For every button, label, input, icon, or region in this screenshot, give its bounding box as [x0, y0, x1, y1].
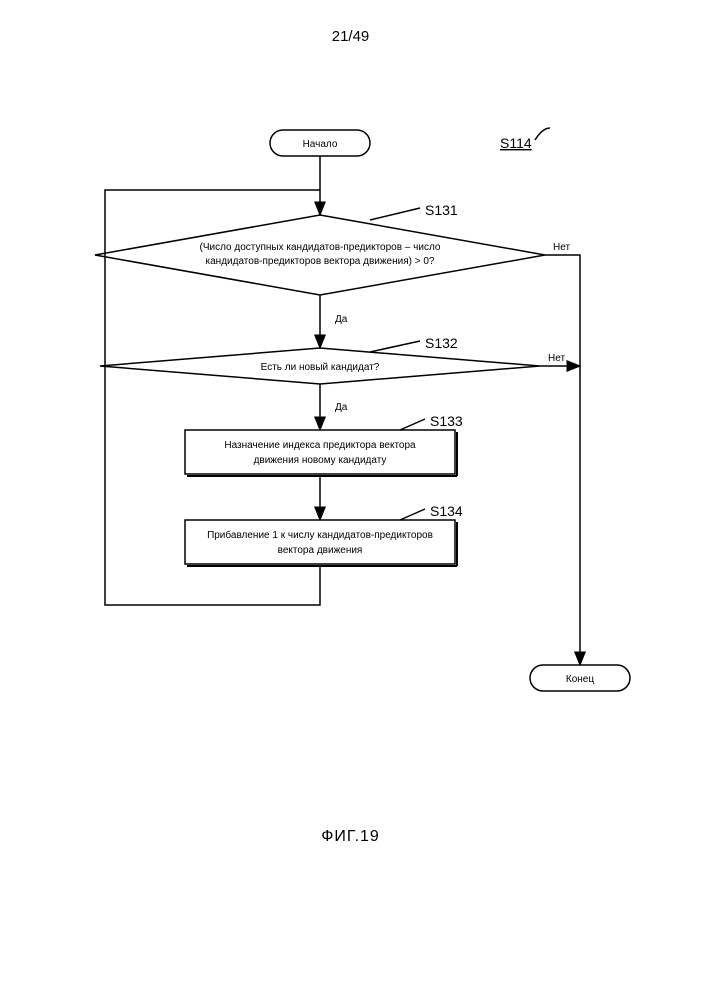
s133-text1: Назначение индекса предиктора вектора [224, 440, 416, 451]
s132-step-leader [370, 341, 420, 352]
page-number: 21/49 [332, 28, 370, 45]
step-pointer [535, 128, 550, 140]
s133-node [185, 430, 455, 474]
s132-no-label: Нет [548, 353, 565, 364]
s133-step: S133 [430, 413, 463, 429]
s131-text1: (Число доступных кандидатов-предикторов … [200, 242, 441, 253]
s134-text1: Прибавление 1 к числу кандидатов-предикт… [207, 529, 433, 541]
s134-node [185, 520, 455, 564]
s134-step-leader [400, 509, 425, 520]
s133-text2: движения новому кандидату [254, 455, 387, 466]
s132-text: Есть ли новый кандидат? [261, 362, 380, 373]
start-label: Начало [303, 139, 338, 150]
flowchart: S114 Начало (Число доступных кандидатов-… [0, 100, 701, 800]
figure-label: ФИГ.19 [321, 828, 380, 846]
s134-text2: вектора движения [278, 545, 363, 556]
overall-step-label: S114 [500, 135, 532, 151]
end-label: Конец [566, 674, 594, 685]
s131-step: S131 [425, 202, 458, 218]
s131-yes-label: Да [335, 314, 348, 325]
s132-step: S132 [425, 335, 458, 351]
edge-s131-no [545, 255, 580, 665]
s131-text2: кандидатов-предикторов вектора движения)… [206, 256, 435, 267]
s131-no-label: Нет [553, 242, 570, 253]
s132-yes-label: Да [335, 402, 348, 413]
s134-step: S134 [430, 503, 463, 519]
s131-step-leader [370, 208, 420, 220]
s131-node [95, 215, 545, 295]
s133-step-leader [400, 419, 425, 430]
